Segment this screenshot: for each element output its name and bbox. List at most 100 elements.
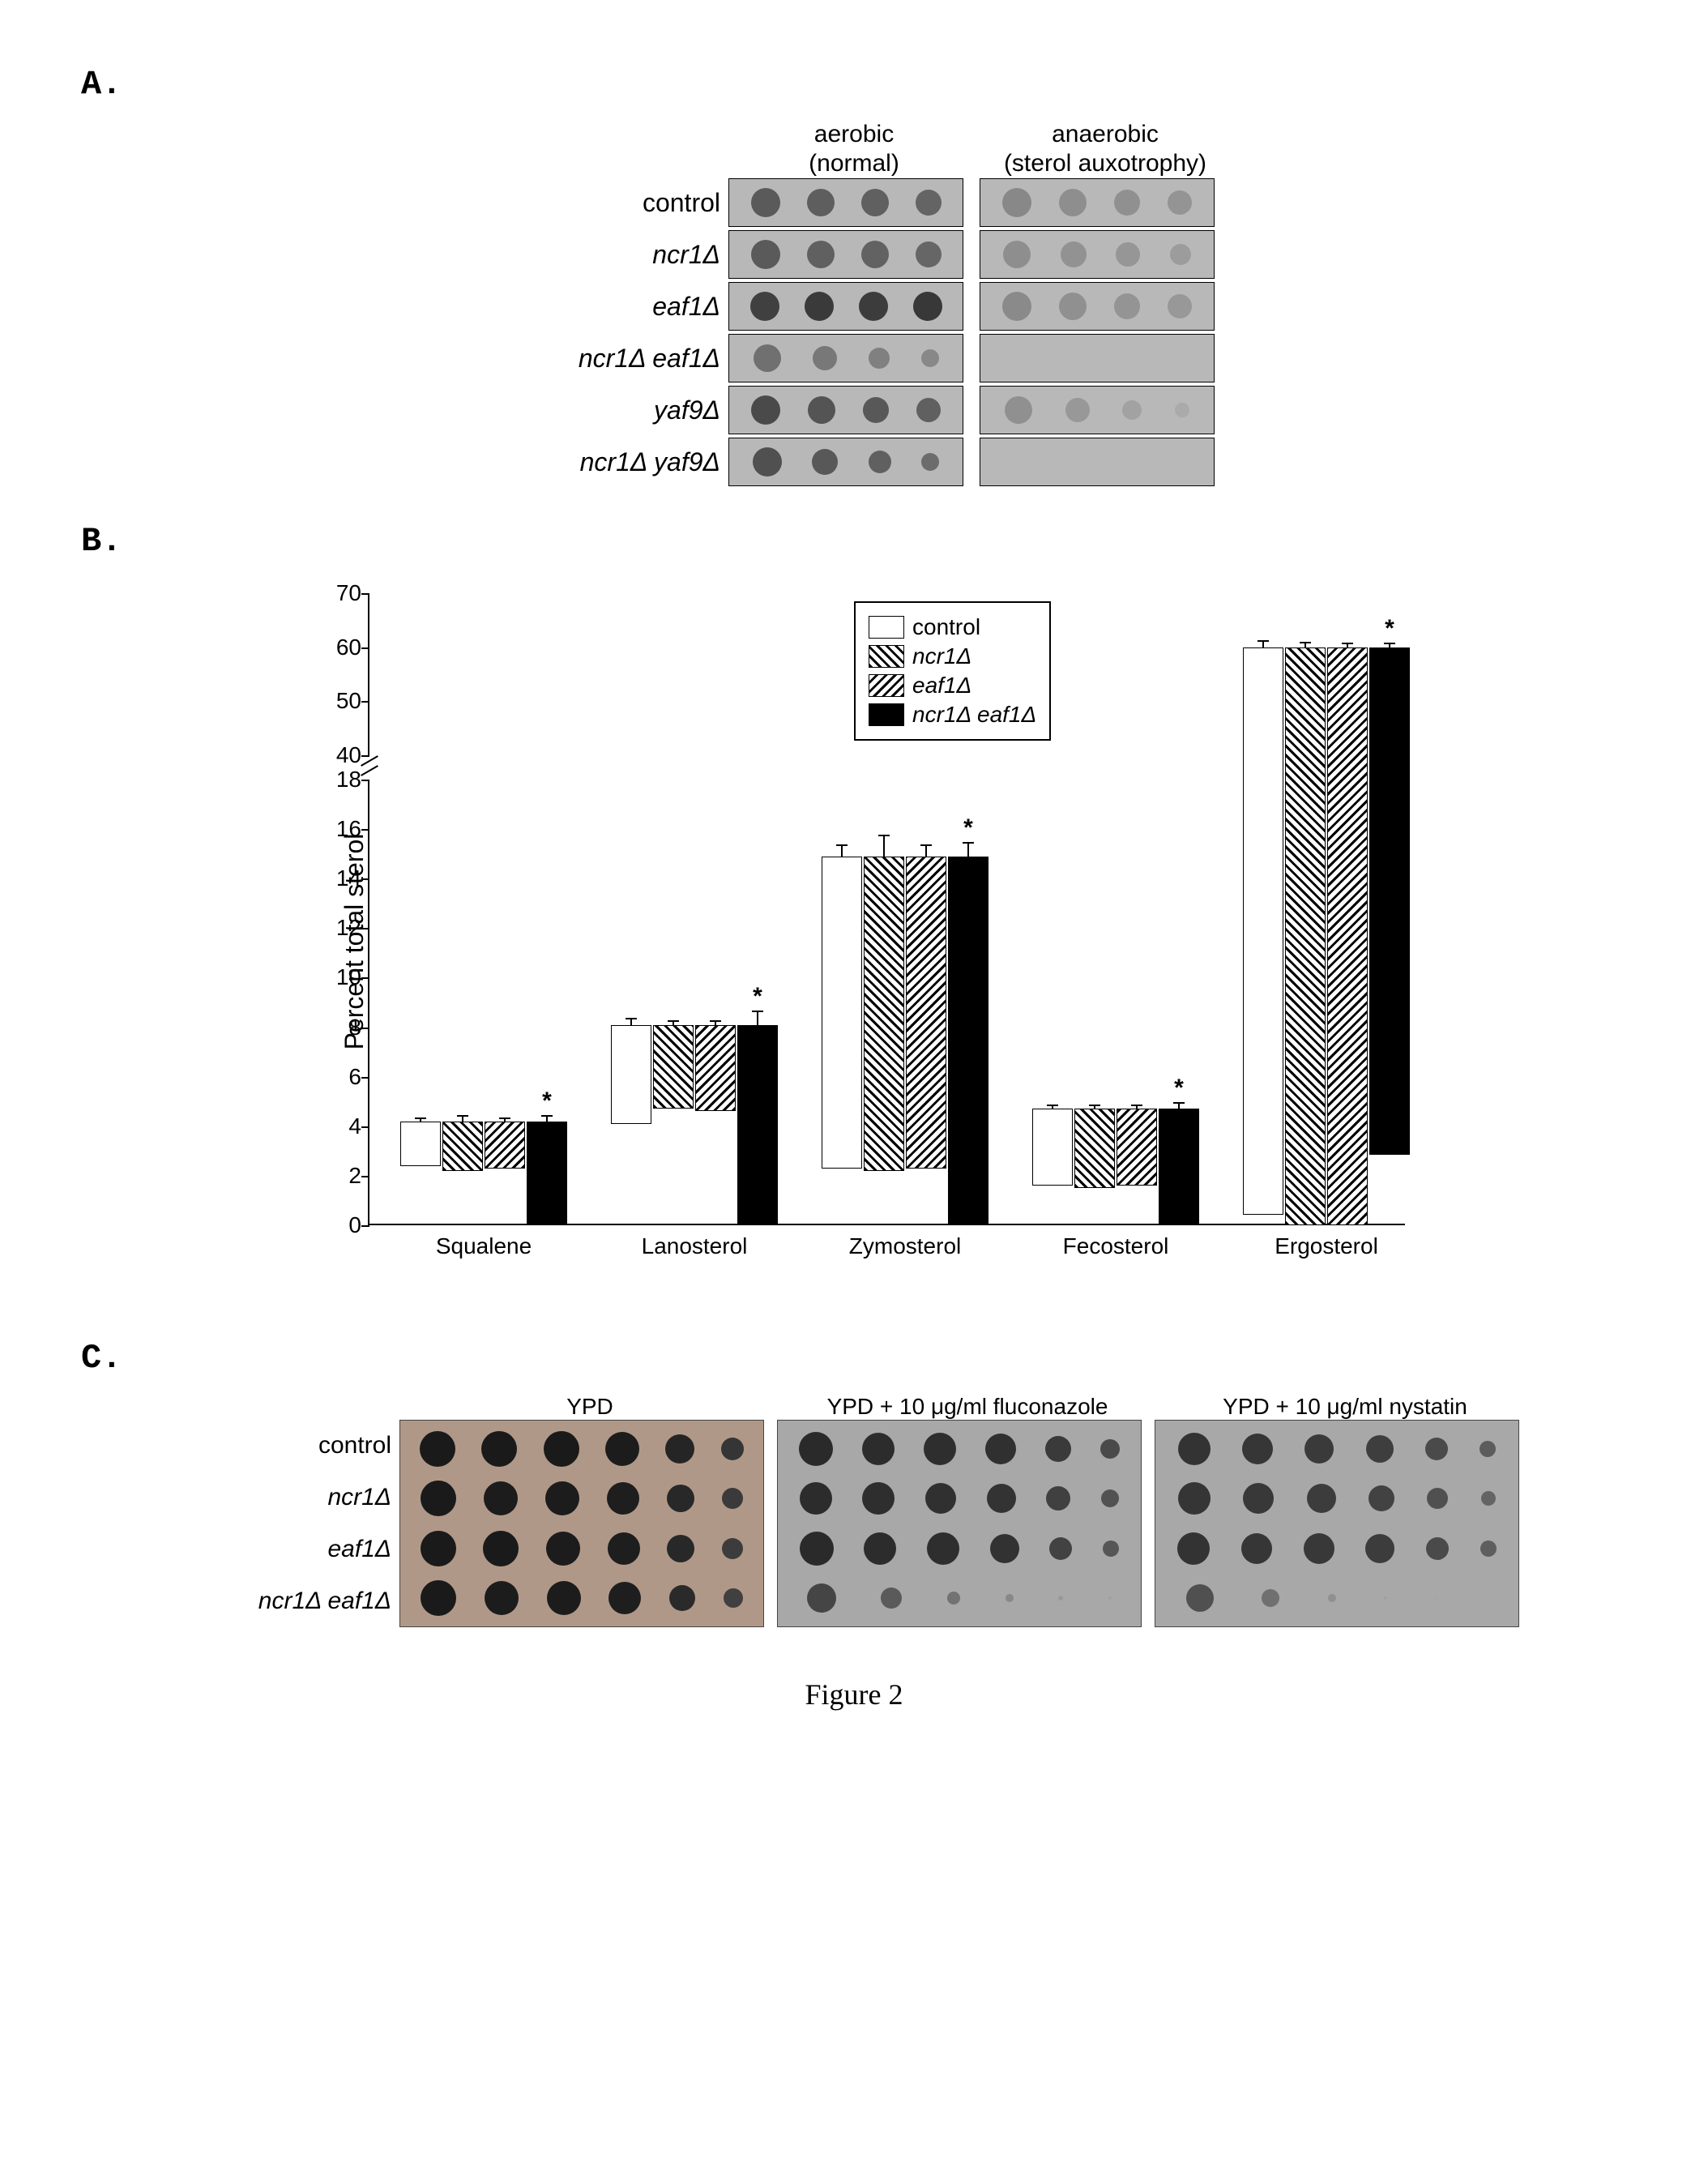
strain-label: eaf1Δ <box>485 292 728 322</box>
colony-spot <box>1486 1597 1488 1599</box>
panel-c-header: YPD <box>408 1394 772 1420</box>
colony-spot <box>812 449 838 475</box>
panel-a-header-anaerobic: anaerobic(sterol auxotrophy) <box>988 120 1223 178</box>
bar: * <box>527 1122 567 1225</box>
bar <box>864 857 904 1171</box>
colony-spot <box>421 1481 456 1516</box>
ytick-label: 8 <box>321 1015 361 1041</box>
panel-c-label: C. <box>81 1339 1627 1378</box>
colony-spot <box>754 344 781 372</box>
legend-label: eaf1Δ <box>912 673 971 699</box>
colony-spot <box>1304 1533 1334 1564</box>
colony-spot <box>1002 292 1031 321</box>
colony-spot <box>546 1532 580 1566</box>
colony-spot <box>544 1431 579 1467</box>
colony-spot <box>1059 293 1087 320</box>
figure-caption: Figure 2 <box>81 1677 1627 1711</box>
bar <box>1074 1109 1115 1188</box>
colony-spot <box>916 398 941 422</box>
ytick-label: 16 <box>321 816 361 842</box>
bar <box>1285 647 1326 1225</box>
ytick-label: 50 <box>321 688 361 714</box>
strain-label: ncr1Δ eaf1Δ <box>181 1588 399 1615</box>
bar: * <box>1159 1109 1199 1225</box>
colony-spot <box>913 292 942 321</box>
colony-spot <box>1436 1597 1438 1600</box>
colony-spot <box>753 447 782 476</box>
legend-swatch <box>869 645 904 668</box>
bar: * <box>948 857 989 1225</box>
spot-strip-aerobic <box>728 334 963 382</box>
colony-spot <box>721 1438 744 1460</box>
bar: * <box>1369 647 1410 1156</box>
spot-strip-aerobic <box>728 438 963 486</box>
bar-group-lanosterol: * <box>611 1025 778 1226</box>
spot-strip-anaerobic <box>980 438 1215 486</box>
colony-spot <box>484 1481 518 1515</box>
colony-spot <box>1307 1484 1336 1513</box>
colony-spot <box>420 1431 455 1467</box>
colony-spot <box>1425 1438 1448 1460</box>
colony-spot <box>800 1532 834 1566</box>
colony-spot <box>1168 190 1192 215</box>
colony-spot <box>1100 1439 1120 1459</box>
colony-spot <box>862 1482 895 1515</box>
legend-label: ncr1Δ eaf1Δ <box>912 702 1036 728</box>
colony-spot <box>808 396 835 424</box>
colony-spot <box>869 348 890 369</box>
colony-spot <box>1122 400 1142 420</box>
ytick-label: 12 <box>321 915 361 941</box>
bar <box>1327 647 1368 1225</box>
spot-plate-fluconazole <box>777 1420 1142 1627</box>
bar <box>485 1122 525 1169</box>
colony-spot <box>421 1580 456 1616</box>
colony-spot <box>1059 189 1087 216</box>
colony-spot <box>481 1431 517 1467</box>
colony-spot <box>799 1432 833 1466</box>
panel-b-label: B. <box>81 522 1627 561</box>
colony-spot <box>1427 1488 1448 1509</box>
xtick-label: Zymosterol <box>849 1233 961 1259</box>
bar <box>1117 1109 1157 1186</box>
colony-spot <box>483 1531 519 1566</box>
significance-star: * <box>542 1088 552 1115</box>
colony-spot <box>608 1532 640 1565</box>
strain-label: ncr1Δ yaf9Δ <box>485 447 728 477</box>
colony-spot <box>1262 1589 1279 1607</box>
colony-spot <box>1186 1584 1214 1612</box>
colony-spot <box>916 190 942 216</box>
colony-spot <box>921 453 939 471</box>
colony-spot <box>990 1534 1019 1563</box>
chart-area: 40506070024681012141618*Squalene*Lanoste… <box>368 593 1405 1241</box>
panel-b: Percent total sterol 4050607002468101214… <box>81 577 1627 1306</box>
colony-spot <box>1243 1483 1274 1514</box>
ytick-label: 60 <box>321 635 361 660</box>
ytick-label: 2 <box>321 1163 361 1189</box>
colony-spot <box>605 1432 639 1466</box>
colony-spot <box>1328 1594 1336 1602</box>
colony-spot <box>861 241 889 268</box>
colony-spot <box>1116 242 1140 267</box>
colony-spot <box>863 397 889 423</box>
panel-a-header-aerobic: aerobic(normal) <box>737 120 971 178</box>
colony-spot <box>1177 1532 1210 1565</box>
colony-spot <box>1045 1436 1071 1462</box>
colony-spot <box>722 1538 743 1559</box>
colony-spot <box>1061 241 1087 267</box>
ytick-label: 18 <box>321 767 361 793</box>
colony-spot <box>925 1483 956 1514</box>
panel-a: aerobic(normal) anaerobic(sterol auxotrop… <box>81 120 1627 489</box>
colony-spot <box>805 292 834 321</box>
bar <box>611 1025 651 1124</box>
significance-star: * <box>963 814 973 842</box>
colony-spot <box>916 241 942 267</box>
colony-spot <box>1480 1541 1497 1557</box>
colony-spot <box>1426 1537 1449 1560</box>
colony-spot <box>1365 1534 1394 1563</box>
colony-spot <box>750 292 779 321</box>
spot-strip-anaerobic <box>980 282 1215 331</box>
colony-spot <box>985 1434 1016 1464</box>
colony-spot <box>751 188 780 217</box>
panel-c-header: YPD + 10 μg/ml nystatin <box>1163 1394 1527 1420</box>
bar <box>442 1122 483 1171</box>
